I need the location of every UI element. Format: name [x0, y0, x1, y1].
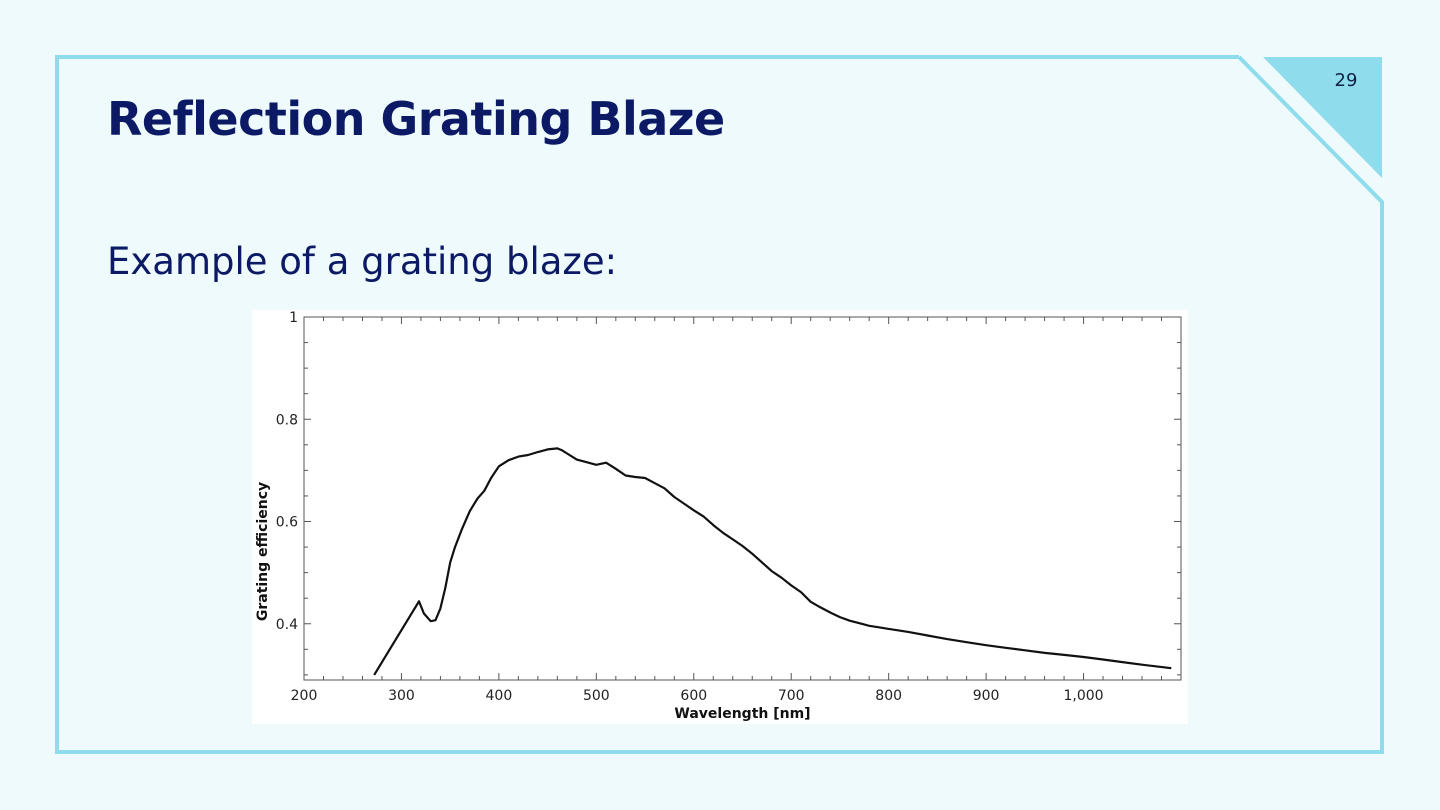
x-tick-label: 500 [583, 688, 610, 704]
y-axis-label: Grating efficiency [255, 482, 271, 621]
slide-subtitle: Example of a grating blaze: [107, 240, 618, 283]
y-tick-label: 0.4 [276, 617, 298, 633]
chart-ticks [303, 316, 1182, 680]
x-tick-label: 400 [486, 688, 513, 704]
x-tick-label: 200 [291, 688, 318, 704]
x-tick-label: 700 [778, 688, 805, 704]
plot-frame [303, 316, 1182, 681]
y-tick-label: 1 [289, 310, 298, 326]
chart-container: 200 300 400 500 600 700 800 900 1,000 0.4 0.6 0.8 1 … [252, 310, 1188, 724]
x-tick-label: 1,000 [1064, 688, 1104, 704]
chart-series [373, 447, 1172, 676]
x-tick-label: 800 [875, 688, 902, 704]
x-axis-label: Wavelength [nm] [674, 706, 810, 722]
page-number: 29 [1334, 70, 1358, 91]
y-tick-label: 0.8 [276, 412, 298, 428]
slide-title: Reflection Grating Blaze [107, 92, 725, 146]
y-tick-label: 0.6 [276, 515, 298, 531]
slide-border [55, 55, 1384, 754]
corner-triangle [1263, 57, 1382, 178]
efficiency-series-line [373, 447, 1172, 676]
efficiency-chart: 200 300 400 500 600 700 800 900 1,0000.40.60.81 … [255, 310, 1182, 722]
x-tick-label: 600 [680, 688, 707, 704]
x-tick-label: 900 [973, 688, 1000, 704]
x-tick-label: 300 [388, 688, 415, 704]
chart-tick-labels: 200 300 400 500 600 700 800 900 1,000 0.4 0.6 0.8 1 [276, 310, 1104, 704]
